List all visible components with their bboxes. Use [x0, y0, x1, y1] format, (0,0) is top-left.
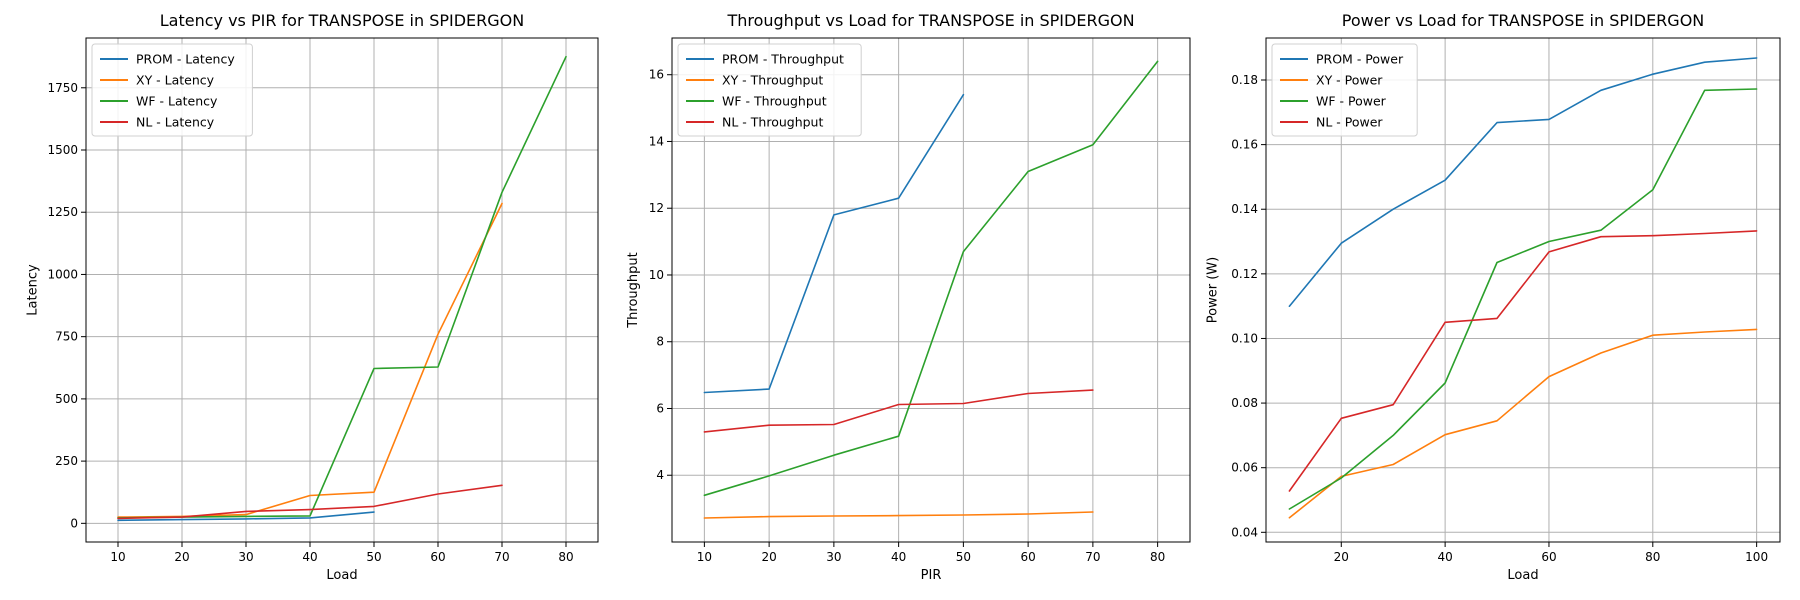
x-axis-label: Load	[326, 568, 357, 583]
chart-3: 20 40 60 80 100 0.04 0.06 0.08 0.10 0.12 0.14 0.16 0…	[1205, 11, 1781, 583]
legend: PROM - Latency XY - Latency WF - Latency NL…	[91, 43, 253, 137]
chart-2: 10 20 30 40 50 60 70 80 4 6 8 10 12 14 16 Throughput vs…	[626, 11, 1191, 583]
y-tick-label: 10	[649, 268, 664, 282]
x-tick-label: 60	[430, 550, 445, 564]
chart-title: Latency vs PIR for TRANSPOSE in SPIDERGO…	[160, 11, 524, 30]
chart-title: Power vs Load for TRANSPOSE in SPIDERGON	[1342, 11, 1705, 30]
y-tick-label: 1750	[47, 81, 78, 95]
y-tick-label: 0.18	[1231, 73, 1258, 87]
y-tick-label: 750	[55, 330, 78, 344]
legend-label: XY - Throughput	[722, 73, 823, 88]
legend-label: PROM - Power	[1316, 52, 1404, 67]
chart-title: Throughput vs Load for TRANSPOSE in SPID…	[726, 11, 1134, 30]
y-tick-label: 0.06	[1231, 461, 1258, 475]
legend: PROM - Throughput XY - Throughput WF - Thr…	[677, 43, 862, 137]
legend-box	[1271, 43, 1418, 137]
legend-label: NL - Latency	[136, 115, 215, 130]
x-tick-label: 100	[1745, 550, 1768, 564]
plot-frame	[671, 37, 1191, 543]
y-tick-label: 1250	[47, 205, 78, 219]
x-tick-label: 60	[1020, 550, 1035, 564]
x-tick-label: 20	[174, 550, 189, 564]
series-line-4	[1288, 230, 1758, 492]
y-tick-label: 0.16	[1231, 138, 1258, 152]
y-tick-label: 500	[55, 392, 78, 406]
x-tick-label: 80	[1150, 550, 1165, 564]
y-tick-label: 12	[649, 201, 664, 215]
legend-label: WF - Throughput	[722, 94, 827, 109]
y-tick-label: 0.10	[1231, 331, 1258, 345]
plot-frame	[1265, 37, 1781, 543]
series-line-4	[703, 389, 1094, 433]
x-tick-label: 30	[826, 550, 841, 564]
x-tick-label: 70	[494, 550, 509, 564]
series-line-1	[703, 93, 965, 394]
legend-label: NL - Power	[1316, 115, 1383, 130]
legend-label: WF - Latency	[136, 94, 218, 109]
y-tick-label: 0	[70, 516, 78, 530]
y-axis-label: Latency	[25, 264, 40, 316]
series-line-3	[117, 55, 567, 519]
y-axis-label: Power (W)	[1205, 257, 1220, 323]
series-line-3	[1288, 88, 1758, 510]
x-axis-label: Load	[1507, 568, 1538, 583]
legend-label: WF - Power	[1316, 94, 1387, 109]
x-tick-label: 80	[558, 550, 573, 564]
x-axis-label: PIR	[921, 568, 942, 583]
legend-box	[677, 43, 862, 137]
x-tick-label: 20	[1334, 550, 1349, 564]
chart-1: 10 20 30 40 50 60 70 80 0 250 500 750 1000 1250 1500 17…	[25, 11, 599, 583]
series-line-1	[1288, 57, 1758, 308]
y-tick-label: 6	[656, 401, 664, 415]
y-tick-label: 0.04	[1231, 525, 1258, 539]
plot-frame	[85, 37, 599, 543]
y-tick-label: 0.08	[1231, 396, 1258, 410]
series-line-3	[703, 60, 1159, 497]
x-tick-label: 40	[302, 550, 317, 564]
series-line-4	[117, 484, 503, 520]
y-tick-label: 8	[656, 335, 664, 349]
legend-label: XY - Latency	[136, 73, 215, 88]
x-tick-label: 10	[110, 550, 125, 564]
legend-label: PROM - Latency	[136, 52, 235, 67]
y-tick-label: 1000	[47, 267, 78, 281]
y-tick-label: 0.12	[1231, 267, 1258, 281]
series-line-1	[117, 511, 375, 522]
y-tick-label: 4	[656, 468, 664, 482]
legend-label: PROM - Throughput	[722, 52, 844, 67]
x-tick-label: 50	[366, 550, 381, 564]
y-tick-label: 16	[649, 68, 664, 82]
x-tick-label: 40	[891, 550, 906, 564]
x-tick-label: 80	[1645, 550, 1660, 564]
y-tick-label: 250	[55, 454, 78, 468]
x-tick-label: 20	[761, 550, 776, 564]
x-tick-label: 50	[956, 550, 971, 564]
y-tick-label: 14	[649, 134, 664, 148]
y-tick-label: 0.14	[1231, 202, 1258, 216]
x-tick-label: 40	[1437, 550, 1452, 564]
legend-box	[91, 43, 253, 137]
x-tick-label: 10	[697, 550, 712, 564]
y-axis-label: Throughput	[626, 252, 641, 329]
legend-label: XY - Power	[1316, 73, 1383, 88]
legend: PROM - Power XY - Power WF - Power NL - Pow…	[1271, 43, 1418, 137]
x-tick-label: 30	[238, 550, 253, 564]
legend-label: NL - Throughput	[722, 115, 823, 130]
y-tick-label: 1500	[47, 143, 78, 157]
x-tick-label: 70	[1085, 550, 1100, 564]
series-line-2	[703, 511, 1094, 519]
series-line-2	[1288, 328, 1758, 519]
x-tick-label: 60	[1541, 550, 1556, 564]
